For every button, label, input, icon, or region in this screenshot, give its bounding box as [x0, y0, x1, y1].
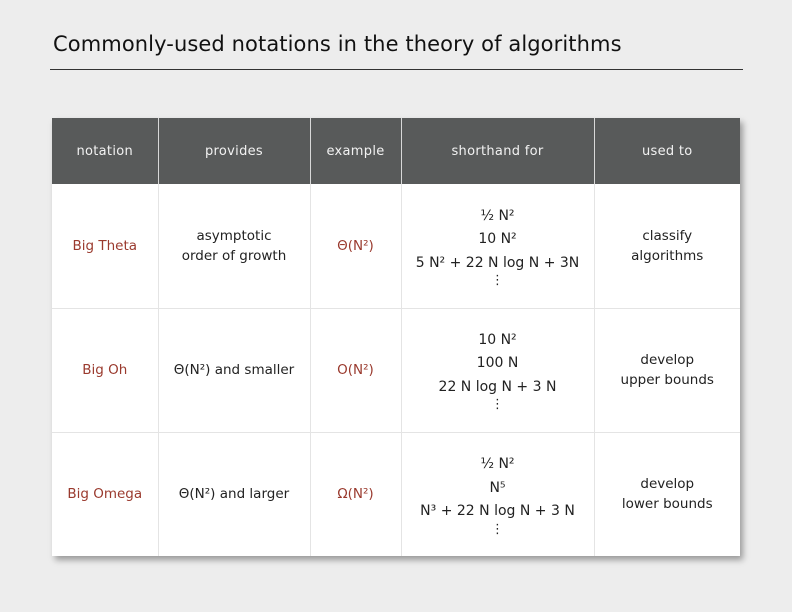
shorthand-cell: ½ N² N⁵ N³ + 22 N log N + 3 N ⋮ — [400, 431, 594, 556]
provides-cell: Θ(N²) and larger — [157, 431, 310, 556]
slide-title: Commonly-used notations in the theory of… — [53, 32, 622, 56]
used-to-line: algorithms — [631, 247, 704, 264]
shorthand-line: ½ N² — [480, 456, 515, 472]
used-to-line: develop — [640, 476, 695, 493]
shorthand-cell: ½ N² 10 N² 5 N² + 22 N log N + 3N ⋮ — [400, 184, 594, 308]
notations-table: notation provides example shorthand for … — [52, 118, 740, 556]
vertical-ellipsis: ⋮ — [491, 521, 504, 537]
table-row: Big Theta asymptotic order of growth Θ(N… — [52, 184, 740, 308]
title-divider — [50, 69, 743, 70]
example-cell: Ω(N²) — [309, 431, 401, 556]
shorthand-line: 100 N — [476, 355, 519, 372]
example-cell: Θ(N²) — [309, 184, 401, 308]
vertical-ellipsis: ⋮ — [491, 273, 504, 288]
header-provides: provides — [157, 118, 310, 184]
provides-cell: asymptotic order of growth — [157, 184, 310, 308]
shorthand-line: N⁵ — [489, 479, 506, 496]
shorthand-cell: 10 N² 100 N 22 N log N + 3 N ⋮ — [400, 307, 594, 432]
used-to-line: classify — [642, 227, 693, 244]
shorthand-line: 5 N² + 22 N log N + 3N — [415, 254, 580, 271]
shorthand-line: 10 N² — [478, 231, 517, 247]
table-row: Big Oh Θ(N²) and smaller O(N²) 10 N² 100… — [52, 307, 740, 432]
used-to-cell: classify algorithms — [593, 184, 740, 308]
provides-line: order of growth — [181, 247, 287, 264]
notation-cell: Big Omega — [52, 431, 158, 556]
provides-line: asymptotic — [196, 227, 272, 244]
used-to-line: develop — [640, 352, 695, 368]
provides-line: Θ(N²) and smaller — [173, 362, 295, 378]
table-header-row: notation provides example shorthand for … — [52, 118, 740, 184]
header-notation: notation — [52, 118, 158, 184]
header-used-to: used to — [593, 118, 740, 184]
used-to-line: upper bounds — [620, 372, 714, 388]
shorthand-line: 10 N² — [478, 331, 517, 348]
notation-cell: Big Oh — [52, 307, 158, 432]
used-to-cell: develop lower bounds — [593, 431, 740, 556]
header-shorthand-for: shorthand for — [400, 118, 594, 184]
header-example: example — [309, 118, 401, 184]
table-row: Big Omega Θ(N²) and larger Ω(N²) ½ N² N⁵… — [52, 431, 740, 556]
example-cell: O(N²) — [309, 307, 401, 432]
used-to-cell: develop upper bounds — [593, 307, 740, 432]
provides-line: Θ(N²) and larger — [178, 486, 290, 503]
used-to-line: lower bounds — [621, 496, 713, 513]
shorthand-line: ½ N² — [480, 207, 515, 224]
notations-table-grid: notation provides example shorthand for … — [52, 118, 740, 556]
notation-cell: Big Theta — [72, 237, 138, 254]
shorthand-line: 22 N log N + 3 N — [438, 378, 557, 395]
shorthand-line: N³ + 22 N log N + 3 N — [420, 503, 575, 519]
provides-cell: Θ(N²) and smaller — [157, 307, 310, 432]
vertical-ellipsis: ⋮ — [491, 397, 504, 413]
